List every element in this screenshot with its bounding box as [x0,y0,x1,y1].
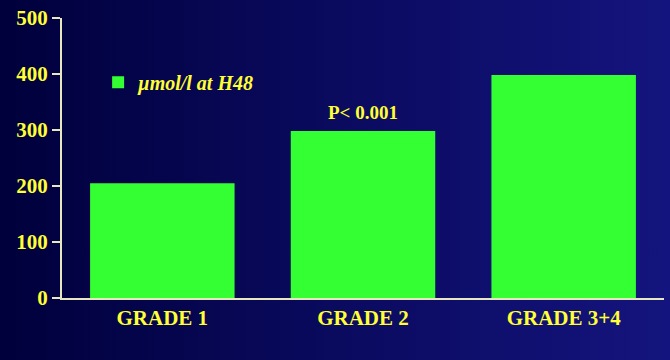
svg-text:P< 0.001: P< 0.001 [328,102,398,123]
svg-text:100: 100 [16,230,48,254]
svg-text:GRADE 3+4: GRADE 3+4 [507,306,622,330]
svg-text:GRADE 1: GRADE 1 [117,306,209,330]
svg-text:µmol/l at H48: µmol/l at H48 [137,72,253,95]
svg-text:400: 400 [16,62,48,86]
svg-text:GRADE 2: GRADE 2 [317,306,409,330]
svg-text:500: 500 [16,6,48,30]
svg-text:200: 200 [16,174,48,198]
svg-text:300: 300 [16,118,48,142]
svg-text:0: 0 [37,286,48,310]
